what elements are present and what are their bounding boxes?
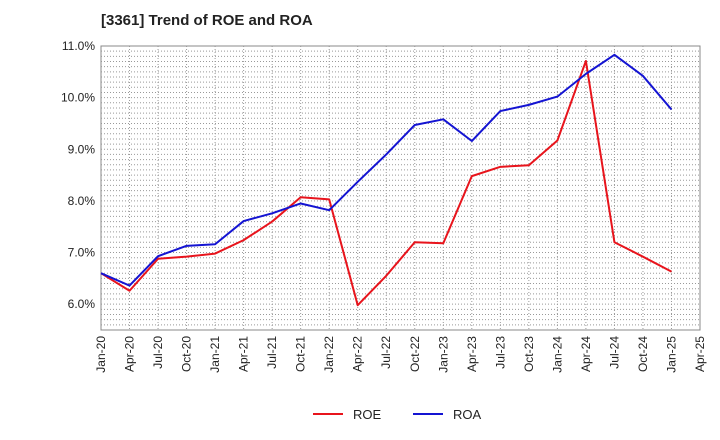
y-tick-label: 11.0%: [62, 39, 95, 53]
x-tick-label: Apr-24: [579, 336, 593, 372]
x-tick-label: Apr-25: [693, 336, 707, 372]
x-tick-label: Apr-21: [237, 336, 251, 372]
x-tick-label: Oct-22: [408, 336, 422, 372]
legend-label-roa: ROA: [453, 407, 482, 422]
x-tick-label: Jan-23: [436, 336, 450, 373]
x-tick-label: Jul-20: [151, 336, 165, 369]
y-tick-label: 10.0%: [61, 91, 95, 105]
x-tick-label: Jan-22: [322, 336, 336, 373]
legend-label-roe: ROE: [353, 407, 382, 422]
x-tick-label: Jul-24: [607, 336, 621, 369]
y-tick-label: 6.0%: [68, 297, 96, 311]
y-tick-label: 7.0%: [68, 246, 96, 260]
x-tick-label: Oct-20: [180, 336, 194, 372]
y-tick-label: 9.0%: [68, 142, 96, 156]
x-tick-label: Oct-23: [522, 336, 536, 372]
x-tick-label: Jul-22: [379, 336, 393, 369]
x-tick-label: Apr-23: [465, 336, 479, 372]
x-tick-label: Oct-21: [294, 336, 308, 372]
x-tick-label: Jul-21: [265, 336, 279, 369]
chart-title: [3361] Trend of ROE and ROA: [101, 12, 313, 29]
x-tick-label: Jan-24: [550, 336, 564, 373]
x-tick-label: Jan-21: [208, 336, 222, 373]
plot-area: [100, 45, 701, 331]
x-tick-label: Apr-20: [123, 336, 137, 372]
x-tick-label: Jan-20: [94, 336, 108, 373]
x-tick-label: Jan-25: [664, 336, 678, 373]
x-tick-label: Oct-24: [636, 336, 650, 372]
x-tick-label: Apr-22: [351, 336, 365, 372]
series-line-roa: [100, 53, 673, 287]
series-line-roe: [100, 59, 672, 307]
y-tick-label: 8.0%: [68, 194, 96, 208]
x-tick-label: Jul-23: [493, 336, 507, 369]
